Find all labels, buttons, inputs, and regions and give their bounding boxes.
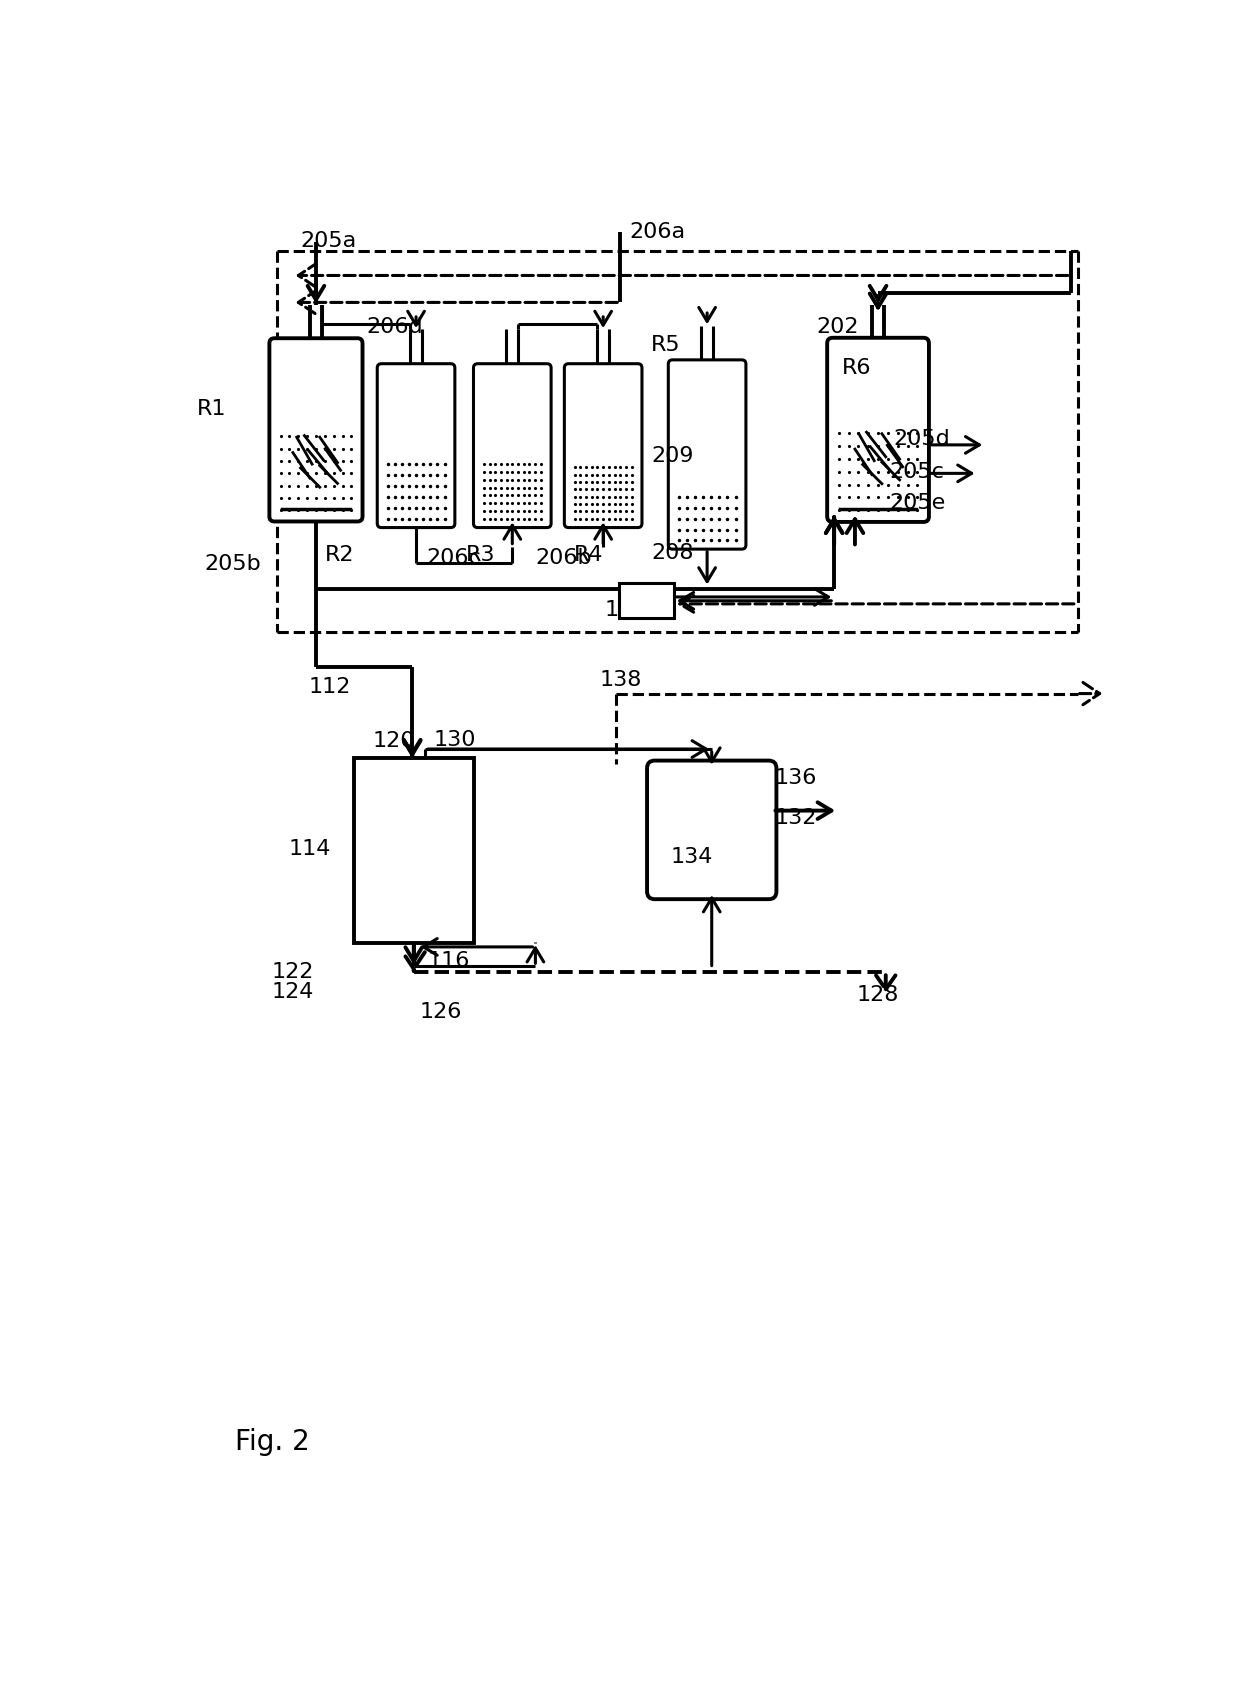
- Text: 134: 134: [670, 846, 713, 867]
- Text: R2: R2: [325, 545, 355, 565]
- Text: R3: R3: [466, 545, 496, 565]
- Text: 206d: 206d: [366, 317, 423, 337]
- Text: R4: R4: [574, 545, 604, 565]
- Text: R1: R1: [197, 398, 226, 418]
- Text: 126: 126: [420, 1003, 463, 1022]
- Text: 124: 124: [272, 981, 315, 1001]
- Text: 202: 202: [816, 317, 859, 337]
- Text: 122: 122: [272, 963, 315, 983]
- Text: 138: 138: [599, 669, 641, 690]
- FancyBboxPatch shape: [564, 364, 642, 528]
- Text: 112: 112: [309, 678, 351, 698]
- Text: R6: R6: [842, 357, 872, 378]
- FancyBboxPatch shape: [377, 364, 455, 528]
- Text: 114: 114: [289, 840, 331, 860]
- Text: 103: 103: [605, 600, 647, 620]
- Text: 205d: 205d: [894, 430, 950, 450]
- Text: 128: 128: [857, 985, 899, 1005]
- FancyBboxPatch shape: [269, 339, 362, 521]
- Text: 205e: 205e: [889, 492, 946, 513]
- Text: Fig. 2: Fig. 2: [236, 1428, 310, 1457]
- Text: 209: 209: [651, 447, 693, 467]
- Text: 206b: 206b: [536, 548, 591, 568]
- Text: 206a: 206a: [630, 221, 686, 241]
- FancyBboxPatch shape: [647, 760, 776, 899]
- Text: 205b: 205b: [205, 555, 262, 575]
- Text: 116: 116: [428, 951, 470, 971]
- FancyBboxPatch shape: [668, 359, 746, 550]
- Bar: [619, 583, 675, 619]
- Text: 132: 132: [774, 808, 816, 828]
- Text: 136: 136: [774, 769, 816, 789]
- Text: 205a: 205a: [300, 231, 357, 251]
- Text: R5: R5: [651, 336, 681, 354]
- Text: 206c: 206c: [427, 548, 481, 568]
- FancyBboxPatch shape: [827, 337, 929, 523]
- Text: 120: 120: [372, 732, 414, 752]
- Bar: [355, 759, 474, 942]
- Text: 205c: 205c: [889, 462, 945, 482]
- Text: 130: 130: [434, 730, 476, 750]
- FancyBboxPatch shape: [474, 364, 551, 528]
- Text: 208: 208: [651, 543, 693, 563]
